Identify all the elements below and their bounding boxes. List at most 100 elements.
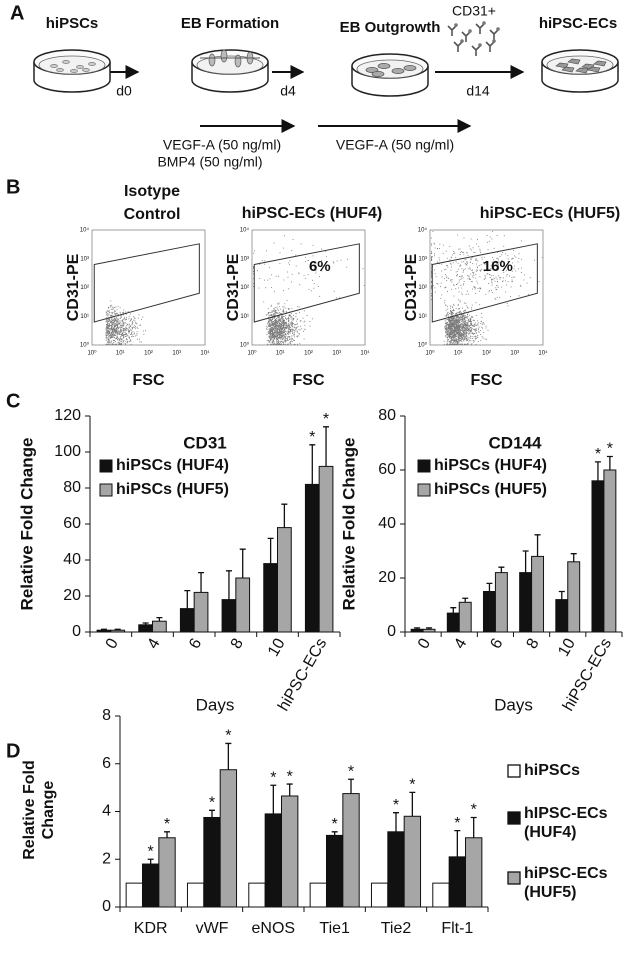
- event-dot: [105, 337, 107, 339]
- event-dot: [471, 333, 473, 335]
- event-dot: [482, 337, 484, 339]
- event-dot: [273, 242, 275, 244]
- event-dot: [460, 323, 462, 325]
- event-dot: [280, 333, 282, 335]
- error-bar: [486, 582, 493, 592]
- event-dot: [469, 321, 471, 323]
- y-tick-label: 10⁴: [240, 227, 250, 234]
- event-dot: [463, 332, 465, 334]
- event-dot: [274, 312, 275, 314]
- event-dot: [288, 314, 290, 316]
- event-dot: [110, 319, 112, 321]
- event-dot: [470, 273, 472, 275]
- event-dot: [451, 343, 453, 345]
- event-dot: [465, 329, 467, 331]
- event-dot: [457, 329, 459, 331]
- event-dot: [110, 329, 112, 331]
- x-tick-label: 10²: [144, 351, 153, 357]
- event-dot: [463, 333, 465, 335]
- event-dot: [283, 329, 285, 331]
- event-dot: [460, 334, 462, 336]
- bar: [555, 599, 569, 633]
- event-dot: [109, 319, 111, 321]
- event-dot: [123, 309, 125, 311]
- event-dot: [296, 330, 298, 332]
- event-dot: [478, 265, 480, 267]
- event-dot: [275, 275, 277, 277]
- event-dot: [470, 340, 472, 342]
- event-dot: [278, 334, 280, 335]
- event-dot: [114, 343, 116, 345]
- event-dot: [111, 320, 112, 322]
- event-dot: [431, 263, 433, 265]
- event-dot: [132, 322, 134, 324]
- event-dot: [268, 315, 270, 317]
- antibody: [489, 29, 499, 40]
- event-dot: [463, 237, 465, 239]
- event-dot: [106, 331, 108, 333]
- event-dot: [284, 333, 286, 335]
- event-dot: [110, 316, 112, 318]
- bar: [179, 608, 195, 633]
- event-dot: [473, 272, 475, 274]
- event-dot: [460, 329, 461, 331]
- event-dot: [289, 264, 290, 266]
- event-dot: [278, 325, 280, 327]
- event-dot: [451, 342, 453, 343]
- event-dot: [286, 321, 287, 323]
- event-dot: [475, 324, 477, 326]
- event-dot: [273, 315, 275, 316]
- event-dot: [448, 325, 449, 327]
- bar: [387, 831, 405, 908]
- event-dot: [290, 313, 292, 315]
- y-axis-label: CD31-PE: [403, 253, 420, 321]
- event-dot: [119, 326, 121, 328]
- event-dot: [453, 330, 454, 332]
- event-dot: [119, 321, 121, 323]
- event-dot: [454, 252, 456, 254]
- event-dot: [449, 341, 451, 343]
- event-dot: [450, 333, 452, 335]
- event-dot: [465, 337, 466, 339]
- event-dot: [107, 328, 109, 330]
- error-bar: [454, 829, 461, 857]
- antibody: [471, 45, 481, 56]
- event-dot: [113, 343, 115, 345]
- event-dot: [455, 343, 457, 345]
- event-dot: [458, 329, 460, 331]
- event-dot: [451, 336, 453, 338]
- x-tick-label: 0: [103, 636, 122, 652]
- event-dot: [454, 332, 455, 333]
- event-dot: [270, 305, 272, 307]
- y-tick-label: 100: [54, 443, 81, 460]
- event-dot: [271, 314, 273, 316]
- event-dot: [475, 258, 477, 260]
- medium-label: VEGF-A (50 ng/ml): [336, 137, 454, 153]
- event-dot: [447, 327, 449, 329]
- event-dot: [450, 327, 452, 329]
- event-dot: [126, 325, 128, 326]
- event-dot: [279, 327, 281, 329]
- event-dot: [492, 231, 494, 233]
- event-dot: [278, 302, 280, 304]
- event-dot: [268, 320, 270, 322]
- event-dot: [448, 317, 450, 319]
- event-dot: [277, 320, 279, 322]
- event-dot: [121, 341, 123, 343]
- event-dot: [452, 338, 454, 339]
- event-dot: [480, 288, 482, 290]
- event-dot: [450, 322, 452, 324]
- event-dot: [131, 320, 133, 322]
- event-dot: [447, 343, 449, 345]
- significance-mark: *: [595, 446, 601, 463]
- event-dot: [506, 275, 508, 277]
- event-dot: [274, 338, 276, 339]
- event-dot: [299, 343, 301, 345]
- event-dot: [280, 343, 282, 345]
- event-dot: [469, 327, 471, 329]
- event-dot: [274, 313, 276, 315]
- event-dot: [269, 330, 270, 332]
- event-dot: [461, 251, 463, 252]
- event-dot: [275, 311, 277, 313]
- event-dot: [312, 255, 314, 257]
